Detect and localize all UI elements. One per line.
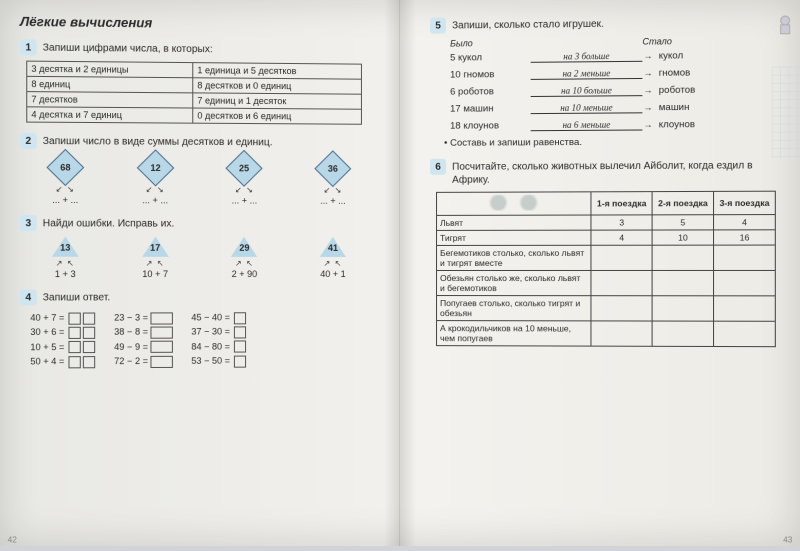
task1-table: 3 десятка и 2 единицы1 единица и 5 десят… [26,61,362,125]
task3-triangles: 13↗ ↖1 + 3 17↗ ↖10 + 7 29↗ ↖2 + 90 41↗ ↖… [20,236,377,279]
toy-row: 5 куколна 3 большекукол [450,49,784,63]
right-page: 5 Запиши, сколько стало игрушек. Было Ст… [400,0,800,551]
task4-equations: 40 + 7 = 30 + 6 = 10 + 5 = 50 + 4 = 23 −… [30,310,377,369]
task-6: 6 Посчитайте, сколько животных вылечил А… [430,157,784,347]
task6-table: 1-я поездка 2-я поездка 3-я поездка Львя… [436,190,776,347]
task-text: Найди ошибки. Исправь их. [43,217,175,230]
task-number: 4 [20,289,37,305]
task-3: 3 Найди ошибки. Исправь их. 13↗ ↖1 + 3 1… [20,215,377,279]
task-number: 2 [20,133,37,149]
task-5: 5 Запиши, сколько стало игрушек. Было Ст… [430,14,784,149]
task-1: 1 Запиши цифрами числа, в которых: 3 дес… [20,39,377,125]
task5-bullet: • Составь и запиши равенства. [444,136,784,149]
task-text: Запиши, сколько стало игрушек. [452,17,604,32]
toy-row: 17 машинна 10 меньшемашин [450,101,784,114]
toy-icon [772,12,799,39]
hippo-icon [515,194,543,210]
task-text: Запиши число в виде суммы десятков и еди… [43,134,273,148]
page-number: 43 [783,535,792,544]
task-4: 4 Запиши ответ. 40 + 7 = 30 + 6 = 10 + 5… [20,289,377,369]
page-number: 42 [8,535,17,544]
toy-row: 18 клоуновна 6 меньшеклоунов [450,118,784,131]
task-text: Запиши ответ. [43,291,110,304]
task-text: Посчитайте, сколько животных вылечил Айб… [452,159,784,187]
workbook-spread: Лёгкие вычисления 1 Запиши цифрами числа… [0,0,800,546]
task-number: 6 [430,159,446,175]
task-number: 3 [20,215,37,231]
task-number: 5 [430,17,446,33]
left-page: Лёгкие вычисления 1 Запиши цифрами числа… [0,0,400,551]
task-text: Запиши цифрами числа, в которых: [43,41,213,56]
page-title: Лёгкие вычисления [20,14,377,33]
hippo-icon [484,194,512,210]
task-2: 2 Запиши число в виде суммы десятков и е… [20,133,377,206]
task-number: 1 [20,39,37,55]
grid-decoration [772,66,800,158]
toy-row: 6 роботовна 10 большероботов [450,84,784,98]
task2-diamonds: 68↙ ↘... + ... 12↙ ↘... + ... 25↙ ↘... +… [20,154,377,206]
task5-header: Было Стало [450,35,784,48]
toy-row: 10 гномовна 2 меньшегномов [450,67,784,81]
